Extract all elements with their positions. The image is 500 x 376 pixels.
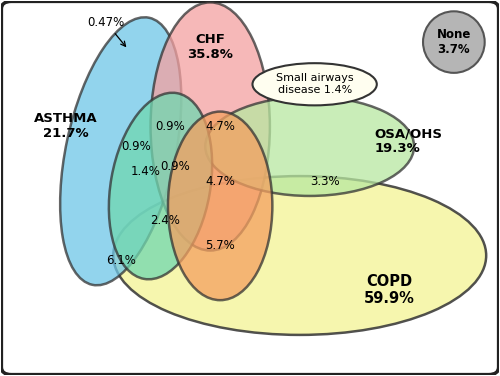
Text: 6.1%: 6.1% [106,254,136,267]
Ellipse shape [109,93,212,279]
Text: 4.7%: 4.7% [205,174,235,188]
Text: OSA/OHS
19.3%: OSA/OHS 19.3% [374,127,442,155]
Ellipse shape [252,63,377,105]
Text: 5.7%: 5.7% [206,239,235,252]
Text: None
3.7%: None 3.7% [436,28,471,56]
Text: COPD
59.9%: COPD 59.9% [364,274,414,306]
Text: 2.4%: 2.4% [150,214,180,227]
Text: 0.9%: 0.9% [121,140,150,153]
Text: 3.3%: 3.3% [310,174,340,188]
Ellipse shape [150,2,270,250]
Ellipse shape [114,176,486,335]
Ellipse shape [168,112,272,300]
Text: 0.47%: 0.47% [87,16,126,46]
Text: 4.7%: 4.7% [205,120,235,133]
Text: 1.4%: 1.4% [130,165,160,177]
Ellipse shape [60,17,182,285]
Text: Small airways
disease 1.4%: Small airways disease 1.4% [276,73,353,95]
Text: 0.9%: 0.9% [160,160,190,173]
Text: 0.9%: 0.9% [156,120,186,133]
Text: ASTHMA
21.7%: ASTHMA 21.7% [34,112,98,141]
Circle shape [423,11,484,73]
Ellipse shape [206,97,414,196]
Text: CHF
35.8%: CHF 35.8% [188,33,233,61]
